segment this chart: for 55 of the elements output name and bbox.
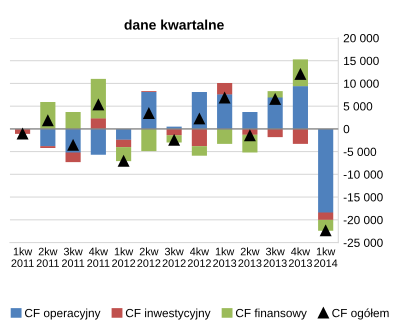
x-tick-label: 3kw 2013: [264, 247, 287, 268]
x-tick-label: 3kw 2011: [62, 247, 84, 268]
x-tick-label: 1kw 2011: [11, 247, 34, 268]
bar: [90, 128, 106, 155]
bar: [66, 112, 81, 129]
bar: [141, 128, 156, 152]
bar: [217, 82, 232, 94]
bar: [116, 140, 132, 148]
bar: [242, 112, 258, 129]
bar: [90, 118, 106, 129]
bar: [318, 128, 334, 213]
y-tick-label: -25 000: [344, 238, 383, 247]
point: [244, 130, 256, 142]
bar: [292, 128, 308, 144]
y-tick-label: 10 000: [344, 79, 379, 88]
point: [219, 92, 230, 104]
y-tick-label: 15 000: [344, 56, 379, 66]
point: [168, 134, 180, 146]
bar: [40, 128, 56, 146]
bar: [192, 128, 207, 146]
legend-label: CF inwestycyjny: [126, 308, 211, 320]
legend-label: CF operacyjny: [24, 308, 100, 320]
y-tick-label: -15 000: [344, 193, 383, 202]
bar: [292, 86, 308, 129]
bar: [192, 146, 207, 156]
chart-title: dane kwartalne: [124, 20, 224, 30]
point: [17, 128, 28, 140]
x-tick-label: 2kw 2013: [238, 247, 262, 268]
x-tick-label: 2kw 2012: [137, 247, 160, 268]
point: [270, 94, 281, 105]
y-tick-label: 5 000: [344, 102, 372, 111]
x-tick-label: 3kw 2012: [162, 247, 186, 268]
y-tick-label: -5 000: [344, 148, 376, 156]
bar: [318, 212, 334, 220]
y-tick-label: 0: [344, 124, 350, 134]
y-tick-label: -10 000: [344, 170, 383, 179]
bar: [268, 128, 283, 138]
legend-label: CF ogółem: [332, 308, 389, 320]
x-tick-label: 1kw 2013: [213, 247, 236, 268]
legend-label: CF finansowy: [236, 308, 307, 320]
point: [320, 225, 332, 236]
x-tick-label: 4kw 2013: [288, 247, 312, 268]
x-tick-label: 1kw 2014: [314, 247, 338, 268]
bar: [66, 152, 81, 162]
x-tick-label: 4kw 2011: [87, 247, 110, 268]
x-tick-label: 1kw 2012: [112, 247, 136, 268]
x-tick-label: 4kw 2012: [188, 247, 211, 268]
point: [92, 99, 104, 110]
y-tick-label: 20 000: [344, 34, 379, 42]
point: [118, 156, 130, 167]
bar: [116, 128, 132, 140]
x-tick-label: 2kw 2011: [36, 247, 59, 268]
point: [194, 113, 205, 124]
y-tick-label: -20 000: [344, 216, 383, 224]
bar: [217, 128, 232, 144]
